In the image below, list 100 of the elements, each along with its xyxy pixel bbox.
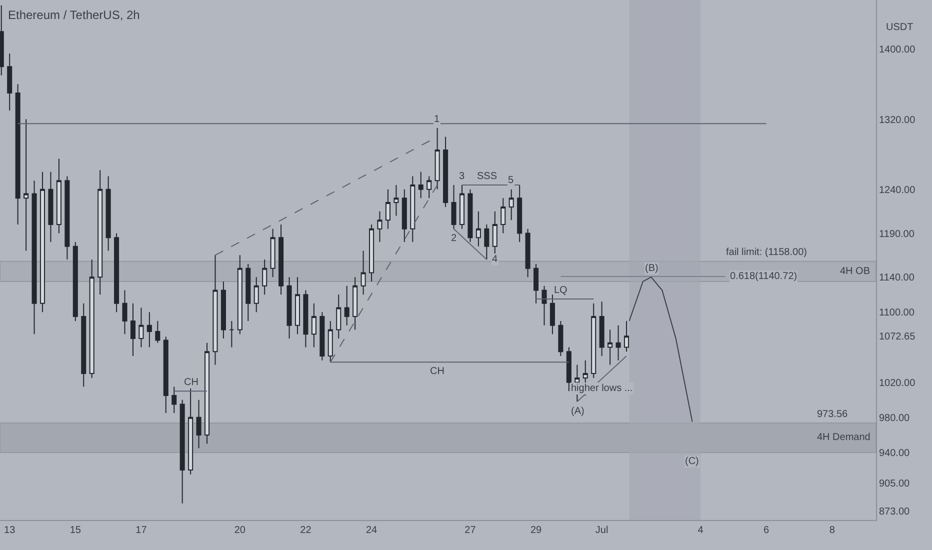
candlestick [237,254,242,335]
candlestick [0,4,4,76]
text: USDT [886,22,914,33]
candlestick [550,294,555,335]
candlestick [204,342,210,444]
candlestick [426,176,432,199]
candlestick [468,188,473,243]
candlestick [476,210,481,247]
candlestick [500,198,506,234]
x-tick-label: 15 [70,525,82,536]
candlestick [385,188,390,230]
x-tick-label: 4 [698,525,704,536]
candlestick [591,302,596,378]
candlestick [599,301,604,357]
candlestick [180,399,185,504]
annotation: SSS [477,171,498,182]
candlestick [246,263,251,322]
candlestick [443,136,448,208]
candlestick [40,171,46,313]
candlestick [377,210,382,243]
candlestick [484,224,490,260]
candlestick [188,386,194,475]
candlestick [402,188,407,243]
x-tick-label: Jul [595,525,608,536]
candlestick [98,170,103,296]
candlestick [459,184,465,230]
candlestick [146,312,152,348]
annotation: 2 [451,233,457,244]
candlestick [328,320,333,363]
annotation: 3 [459,171,465,182]
y-tick-label: 1240.00 [879,184,916,196]
y-tick-label: 940.00 [879,448,910,459]
candlestick [344,285,350,326]
y-tick-label: 1020.00 [879,378,916,389]
candlestick [608,329,613,366]
candlestick [616,324,621,361]
candlestick [311,302,316,348]
candlestick [106,176,111,252]
candlestick [122,290,128,335]
text: Ethereum / TetherUS, 2h [8,8,140,22]
candlestick [48,171,54,243]
candlestick [508,188,514,221]
candlestick [624,320,630,352]
band-label: 4H Demand [817,432,870,443]
x-tick-label: 20 [234,525,246,536]
candlestick [172,386,177,414]
y-tick-label: 1072.65 [879,332,916,343]
candlestick [114,232,120,313]
annotation: (A) [571,406,584,417]
annotation: 973.56 [817,409,848,420]
candlestick [212,254,218,366]
x-tick-label: 29 [530,525,542,536]
x-tick-label: 17 [136,525,148,536]
candlestick [336,294,342,339]
candlestick [32,180,37,335]
candlestick [15,84,20,225]
annotation: CH [430,366,444,377]
candlestick [72,242,78,322]
y-tick-label: 873.00 [879,506,910,518]
y-tick-label: 1320.00 [879,114,916,126]
annotation: (C) [685,456,699,467]
annotation: 5 [508,175,514,186]
candlestick [270,228,276,278]
x-tick-label: 22 [300,525,312,536]
candlestick [155,320,160,344]
candlestick [566,346,572,392]
candlestick [56,158,62,234]
candlestick [138,307,144,348]
candlestick [220,280,226,339]
candlestick [278,224,284,296]
annotation: 0.618(1140.72) [730,271,798,282]
candlestick [517,184,522,243]
candlestick [525,228,530,278]
candlestick [163,336,168,414]
annotation: higher lows ... [571,383,633,394]
candlestick [360,250,366,296]
candlestick [410,176,416,243]
candlestick [434,128,440,190]
candlestick [196,399,202,449]
candlestick [352,276,358,330]
candlestick [294,276,300,335]
candlestick [369,224,374,282]
annotation: LQ [554,285,568,296]
candlestick [394,184,399,216]
y-tick-label: 980.00 [879,412,910,424]
candlestick [451,184,456,230]
candlestick [254,276,259,313]
x-tick-label: 13 [4,525,16,536]
y-tick-label: 1140.00 [879,272,915,284]
candlestick [24,118,29,252]
candlestick [81,302,86,388]
candlestick [542,285,547,326]
candlestick [130,302,136,357]
candlestick [7,52,12,111]
candlestick [89,259,94,378]
annotation: fail limit: (1158.00) [726,247,807,258]
candlestick [303,290,308,348]
candlestick [286,276,292,339]
annotation: 4 [492,254,498,265]
x-tick-label: 6 [764,525,770,536]
